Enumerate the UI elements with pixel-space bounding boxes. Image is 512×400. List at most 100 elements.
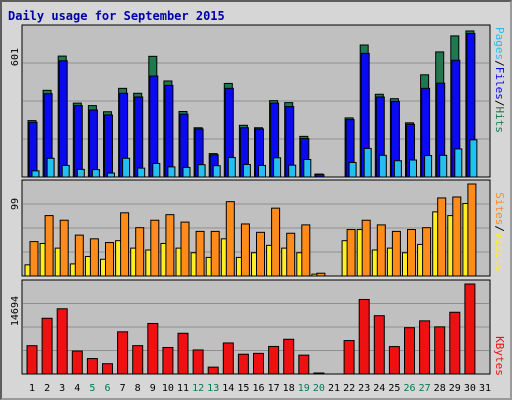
kbytes-bar [298,354,310,375]
sites-bar [467,183,477,277]
sites-bar [437,197,447,277]
pages-bar [122,157,131,178]
sites-bar [150,219,160,277]
sites-bar [271,207,281,277]
pages-bar [393,160,402,178]
x-tick-label: 28 [434,383,446,394]
pages-bar [409,159,417,178]
sites-bar [29,241,39,277]
legend-separator: / [493,100,506,107]
files-bar [149,75,159,178]
kbytes-bar [177,332,189,375]
x-tick-label: 31 [479,383,491,394]
kbytes-bar [86,358,98,375]
legend-entry: KBytes [493,336,506,376]
sites-bar [240,223,250,277]
sites-bar [89,238,99,277]
y-max-label: 99 [10,198,21,210]
x-tick-label: 11 [177,383,189,394]
pages-bar [424,155,433,178]
kbytes-bar [41,317,53,375]
pages-bar [363,147,372,178]
x-tick-label: 10 [162,383,174,394]
kbytes-bar [117,331,129,375]
sites-bar [59,219,69,277]
pages-bar [137,167,146,178]
x-tick-label: 29 [449,383,461,394]
sites-bar [165,214,175,277]
legend-separator: / [493,60,506,67]
x-tick-label: 1 [29,383,35,394]
x-tick-label: 26 [403,383,415,394]
sites-bar [74,234,84,277]
legend-entry: Pages [493,27,506,60]
x-tick-label: 4 [74,383,80,394]
x-tick-label: 27 [419,383,431,394]
x-tick-label: 12 [192,383,204,394]
kbytes-bar [207,366,219,375]
x-tick-label: 2 [44,383,50,394]
x-tick-label: 25 [388,383,400,394]
files-bar [58,60,68,178]
pages-bar [182,166,191,178]
x-tick-label: 24 [373,383,385,394]
sites-bar [391,230,401,277]
legend-entry: Files [493,67,506,100]
x-tick-label: 20 [313,383,325,394]
y-max-label: 14694 [10,296,21,326]
pages-bar [152,162,161,178]
kbytes-bar [419,320,431,375]
pages-bar [61,164,70,178]
x-tick-label: 14 [222,383,234,394]
x-tick-label: 23 [358,383,370,394]
sites-bar [422,227,432,277]
kbytes-bar [449,311,461,375]
sites-bar [346,229,356,277]
legend-sites-visits: Sites/Visits [493,192,506,272]
pages-bar [227,157,236,178]
y-max-label: 601 [10,48,21,66]
sites-bar [225,201,235,277]
x-tick-label: 6 [104,383,110,394]
x-tick-label: 18 [283,383,295,394]
sites-bar [44,215,54,277]
legend-entry: Hits [493,107,506,134]
x-tick-label: 17 [268,383,280,394]
kbytes-bar [26,345,38,375]
kbytes-bar [388,346,400,375]
kbytes-bar [404,327,415,375]
kbytes-bar [222,342,234,375]
sites-bar [210,230,220,277]
kbytes-bar [313,372,325,375]
files-bar [315,174,325,178]
pages-bar [469,139,478,178]
x-tick-label: 7 [120,383,126,394]
kbytes-bar [283,338,295,375]
x-tick-label: 13 [207,383,219,394]
x-tick-label: 30 [464,383,476,394]
pages-bar [348,161,357,178]
pages-bar [91,169,100,178]
pages-bar [242,163,251,178]
kbytes-bar [237,353,249,375]
kbytes-bar [56,308,68,375]
x-tick-label: 3 [59,383,65,394]
kbytes-bar [71,350,83,375]
legend-pages-files-hits: Pages/Files/Hits [493,27,506,133]
pages-bar [46,157,55,178]
kbytes-bar [162,346,174,375]
sites-bar [407,229,416,277]
legend-entry: Sites [493,192,506,225]
pages-bar [303,159,312,178]
sites-bar [195,230,205,277]
x-tick-label: 8 [135,383,141,394]
legend-entry: Visits [493,232,506,272]
sites-bar [286,232,296,277]
sites-bar [361,219,371,277]
sites-bar [180,221,190,277]
legend-kbytes: KBytes [493,336,506,376]
kbytes-bar [147,322,159,375]
pages-bar [76,168,85,178]
pages-bar [439,154,448,178]
files-bar [104,114,113,178]
